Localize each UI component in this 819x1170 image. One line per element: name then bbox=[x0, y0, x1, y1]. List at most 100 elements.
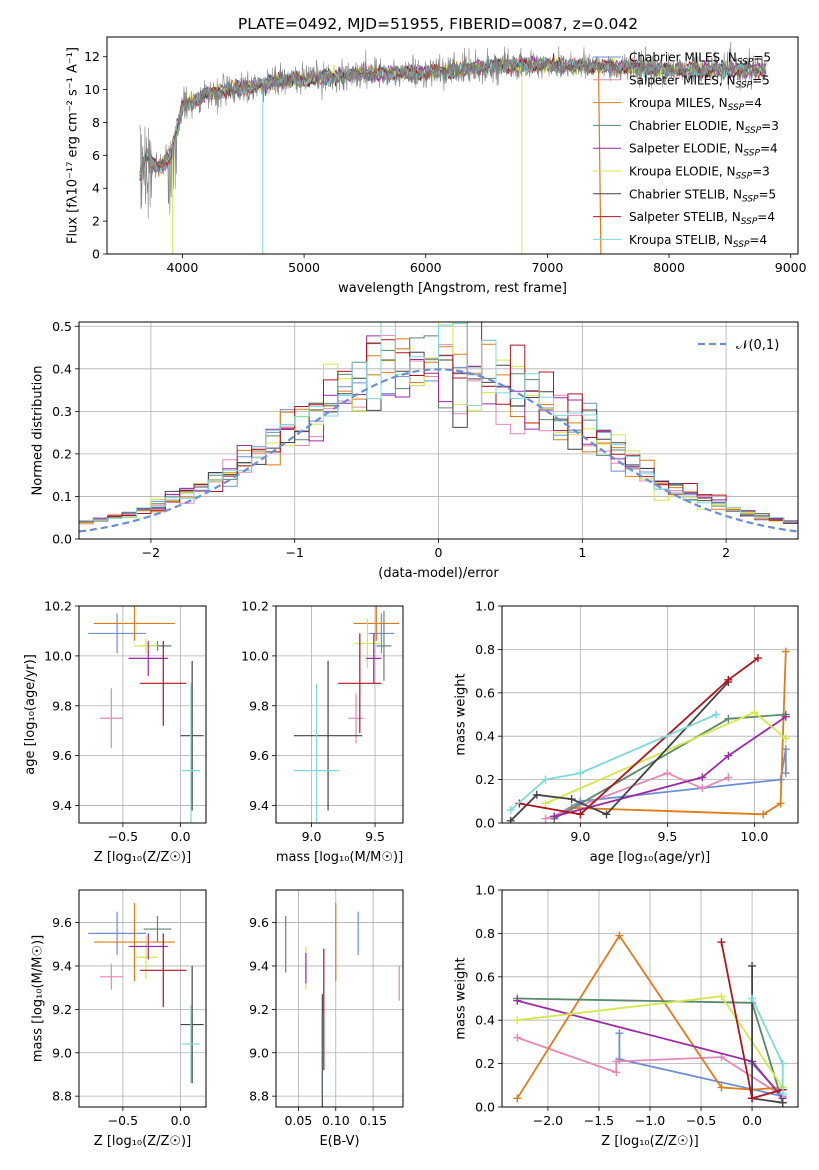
x-tick-label: 0.0 bbox=[742, 1113, 762, 1128]
series-marker bbox=[513, 996, 522, 1005]
series-marker bbox=[513, 1016, 522, 1025]
legend-value: =4 bbox=[760, 142, 778, 156]
legend-value: =4 bbox=[744, 96, 762, 110]
y-tick-label: 8 bbox=[92, 115, 100, 130]
series-marker bbox=[663, 769, 672, 778]
model-cutoff-line bbox=[597, 66, 602, 254]
y-tick-label: 0.5 bbox=[52, 319, 72, 334]
series-marker bbox=[717, 1083, 726, 1092]
x-tick-label: 9.0 bbox=[570, 829, 590, 844]
legend-subscript: SSP bbox=[742, 194, 759, 204]
y-tick-label: 0.2 bbox=[475, 1056, 495, 1071]
panel-mass_vs_ebv: 0.05 0.10 0.15 8.8 9.0 9.2 9.4 9.6 E(B-V) bbox=[249, 889, 404, 1149]
x-tick-label: 2 bbox=[722, 545, 730, 560]
x-tick-label: −1.0 bbox=[635, 1113, 665, 1128]
y-tick-label: 1.0 bbox=[475, 883, 495, 898]
x-axis-label: E(B-V) bbox=[319, 1134, 359, 1149]
x-tick-label: 7000 bbox=[531, 260, 563, 275]
y-tick-label: 0.4 bbox=[52, 361, 72, 376]
y-tick-label: 1.0 bbox=[475, 599, 495, 614]
y-tick-label: 0.0 bbox=[52, 532, 72, 547]
x-tick-label: 4000 bbox=[167, 260, 199, 275]
plot-area bbox=[513, 931, 787, 1107]
x-tick-label: −0.5 bbox=[686, 1113, 716, 1128]
y-tick-label: 10.2 bbox=[241, 599, 269, 614]
y-tick-label: 8.8 bbox=[249, 1089, 269, 1104]
series-marker bbox=[717, 992, 726, 1001]
panel-age_vs_Z: −0.5 0.0 9.4 9.6 9.8 10.0 10.2 Z [log₁₀(Z/Z☉)] a… bbox=[23, 599, 207, 865]
y-tick-label: 4 bbox=[92, 181, 100, 196]
x-axis-label: mass [log₁₀(M/M☉)] bbox=[276, 850, 403, 865]
series-marker bbox=[532, 790, 541, 799]
panel-age_vs_mass: 9.0 9.5 9.4 9.6 9.8 10.0 10.2 mass [log₁₀(M/M☉)… bbox=[241, 599, 404, 865]
series-marker bbox=[513, 1094, 522, 1103]
series-line bbox=[510, 681, 730, 822]
plot-area bbox=[506, 647, 790, 823]
x-axis-label: Z [log₁₀(Z/Z☉)] bbox=[601, 1134, 698, 1149]
series-marker bbox=[753, 654, 762, 663]
legend-value: =3 bbox=[752, 165, 770, 179]
y-tick-label: 10.0 bbox=[44, 648, 72, 663]
series-marker bbox=[781, 769, 790, 778]
y-tick-label: 0.0 bbox=[475, 1100, 495, 1115]
legend-subscript: SSP bbox=[728, 103, 745, 113]
axes-frame bbox=[78, 321, 799, 540]
series-marker bbox=[615, 931, 624, 940]
x-tick-label: −2 bbox=[142, 545, 160, 560]
y-tick-label: 10.0 bbox=[241, 648, 269, 663]
y-tick-label: 0 bbox=[92, 247, 100, 262]
y-tick-label: 0.4 bbox=[475, 1013, 495, 1028]
x-tick-label: 1 bbox=[578, 545, 586, 560]
axes-frame bbox=[78, 889, 207, 1108]
axes-frame bbox=[275, 889, 404, 1108]
series-marker bbox=[698, 784, 707, 793]
y-tick-label: 0.3 bbox=[52, 404, 72, 419]
series-marker bbox=[717, 1053, 726, 1062]
legend-label: Salpeter STELIB, NSSP=4 bbox=[629, 210, 775, 227]
series-marker bbox=[748, 961, 757, 970]
series-marker bbox=[541, 814, 550, 823]
legend-label: Chabrier MILES, NSSP=5 bbox=[629, 51, 771, 68]
legend-subscript: SSP bbox=[736, 172, 753, 182]
series-marker bbox=[724, 714, 733, 723]
series-marker bbox=[698, 773, 707, 782]
y-axis-label: age [log₁₀(age/yr)] bbox=[23, 654, 38, 775]
series-marker bbox=[781, 647, 790, 656]
plot-area bbox=[285, 903, 400, 1107]
series-marker bbox=[612, 1068, 621, 1077]
series-marker bbox=[602, 810, 611, 819]
y-tick-label: 9.8 bbox=[52, 698, 72, 713]
legend-label: Chabrier STELIB, NSSP=5 bbox=[629, 187, 776, 204]
series-marker bbox=[724, 773, 733, 782]
x-tick-label: −1.5 bbox=[584, 1113, 614, 1128]
x-tick-label: 10.0 bbox=[741, 829, 769, 844]
legend-value: =4 bbox=[757, 210, 775, 224]
legend-subscript: SSP bbox=[745, 126, 762, 136]
panel-mass_vs_Z: −0.5 0.0 8.8 9.0 9.2 9.4 9.6 Z [log₁₀(Z/Z☉)] mas… bbox=[30, 889, 207, 1149]
y-tick-label: 0.2 bbox=[52, 446, 72, 461]
panel-massweight_vs_Z: −2.0 −1.5 −1.0 −0.5 0.0 0.0 0.2 0.4 0.6 0.8 1.0 Z [… bbox=[453, 883, 799, 1149]
legend-subscript: SSP bbox=[733, 240, 750, 250]
series-marker bbox=[506, 816, 515, 823]
panel-massweight_vs_age: 9.0 9.5 10.0 0.0 0.2 0.4 0.6 0.8 1.0 age [log₁₀(a… bbox=[453, 599, 799, 865]
y-tick-label: 0.8 bbox=[475, 642, 495, 657]
y-tick-label: 2 bbox=[92, 214, 100, 229]
plot-area bbox=[139, 41, 767, 254]
y-tick-label: 9.6 bbox=[52, 915, 72, 930]
legend-subscript: SSP bbox=[736, 80, 753, 90]
legend-subscript: SSP bbox=[737, 58, 754, 68]
histogram-step bbox=[79, 322, 798, 523]
series-line bbox=[553, 715, 787, 818]
x-tick-label: 0.15 bbox=[359, 1113, 387, 1128]
legend-label: Kroupa MILES, NSSP=4 bbox=[629, 96, 762, 113]
series-line bbox=[571, 651, 787, 816]
x-tick-label: −1 bbox=[285, 545, 303, 560]
legend-label: Salpeter ELODIE, NSSP=4 bbox=[629, 142, 778, 159]
series-marker bbox=[612, 1057, 621, 1066]
legend-value: =5 bbox=[759, 187, 777, 201]
y-tick-label: 9.6 bbox=[249, 915, 269, 930]
y-axis-label: Flux [fλ10⁻¹⁷ erg cm⁻² s⁻¹ A⁻¹] bbox=[66, 47, 81, 244]
y-tick-label: 9.6 bbox=[249, 748, 269, 763]
series-marker bbox=[759, 810, 768, 819]
legend-label: 𝒩(0,1) bbox=[736, 338, 779, 353]
